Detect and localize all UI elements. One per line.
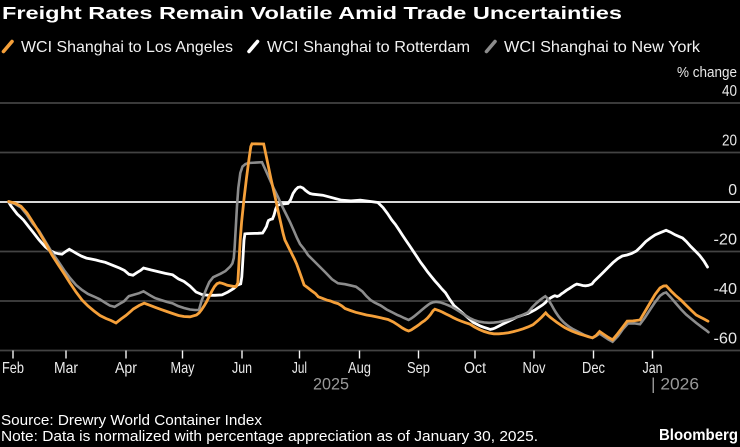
svg-text:Feb: Feb — [2, 360, 24, 377]
svg-text:Dec: Dec — [582, 360, 605, 377]
svg-text:Bloomberg: Bloomberg — [659, 427, 738, 444]
svg-text:WCI Shanghai to Rotterdam: WCI Shanghai to Rotterdam — [267, 39, 470, 56]
svg-text:2025: 2025 — [313, 375, 349, 393]
svg-text:Note: Data is normalized with: Note: Data is normalized with percentage… — [1, 428, 538, 445]
svg-text:Apr: Apr — [115, 360, 138, 377]
svg-text:Oct: Oct — [464, 360, 486, 377]
svg-text:20: 20 — [722, 133, 737, 150]
svg-text:Aug: Aug — [348, 360, 371, 377]
svg-text:0: 0 — [728, 182, 737, 199]
svg-text:Jun: Jun — [232, 360, 252, 377]
svg-text:-40: -40 — [714, 281, 738, 298]
svg-text:Source: Drewry World Container: Source: Drewry World Container Index — [1, 412, 263, 429]
svg-text:Nov: Nov — [523, 360, 546, 377]
svg-text:-20: -20 — [714, 232, 738, 249]
svg-text:Jul: Jul — [292, 360, 307, 377]
svg-text:WCI Shanghai to Los Angeles: WCI Shanghai to Los Angeles — [21, 39, 233, 56]
svg-text:Freight Rates Remain Volatile: Freight Rates Remain Volatile Amid Trade… — [2, 3, 622, 23]
svg-text:Mar: Mar — [54, 360, 79, 377]
svg-text:% change: % change — [677, 65, 737, 81]
svg-text:Jan: Jan — [643, 360, 663, 377]
svg-text:| 2026: | 2026 — [651, 375, 699, 393]
svg-text:-60: -60 — [714, 331, 738, 348]
svg-text:40: 40 — [722, 83, 737, 100]
svg-text:May: May — [171, 360, 195, 377]
svg-text:Sep: Sep — [407, 360, 430, 377]
svg-text:WCI Shanghai to New York: WCI Shanghai to New York — [504, 39, 701, 56]
